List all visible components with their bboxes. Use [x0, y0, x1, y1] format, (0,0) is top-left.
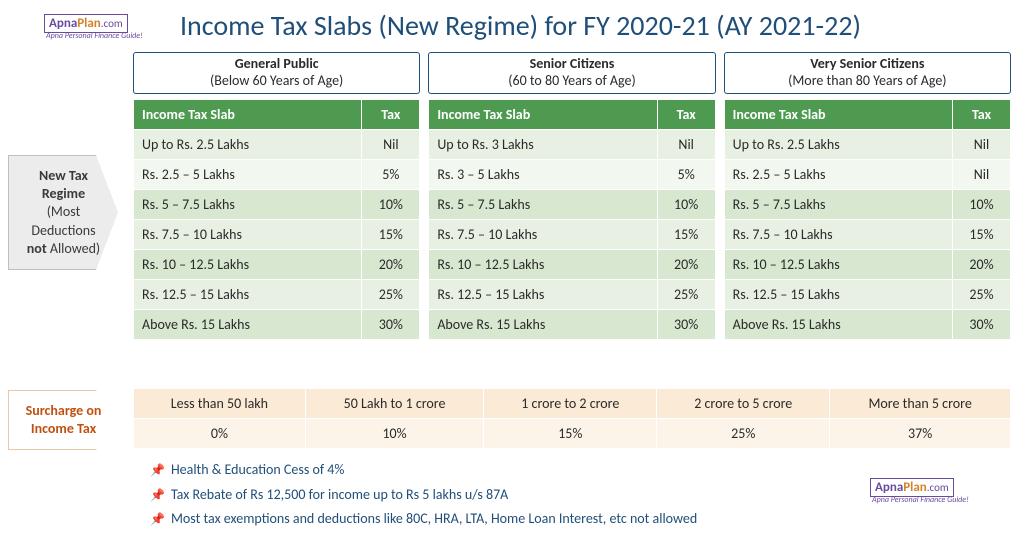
surcharge-label: Surcharge on Income Tax: [8, 390, 118, 450]
category-very-senior: Very Senior Citizens (More than 80 Years…: [724, 52, 1011, 340]
slab-table-general: Income Tax SlabTax Up to Rs. 2.5 LakhsNi…: [133, 99, 420, 340]
page-title: Income Tax Slabs (New Regime) for FY 202…: [180, 8, 861, 43]
slab-tables: General Public (Below 60 Years of Age) I…: [133, 52, 1011, 340]
surcharge-rates-row: 0% 10% 15% 25% 37%: [134, 419, 1011, 449]
brand-tagline: Apna Personal Finance Guide!: [46, 31, 143, 41]
category-header: Very Senior Citizens (More than 80 Years…: [724, 52, 1011, 94]
surcharge-table: Less than 50 lakh 50 Lakh to 1 crore 1 c…: [133, 388, 1011, 449]
note-item: 📌Most tax exemptions and deductions like…: [150, 507, 1000, 532]
brand-tagline: Apna Personal Finance Guide!: [872, 495, 969, 505]
category-general: General Public (Below 60 Years of Age) I…: [133, 52, 420, 340]
pin-icon: 📌: [150, 513, 165, 527]
category-senior: Senior Citizens (60 to 80 Years of Age) …: [428, 52, 715, 340]
pin-icon: 📌: [150, 489, 165, 503]
slab-table-very-senior: Income Tax SlabTax Up to Rs. 2.5 LakhsNi…: [724, 99, 1011, 340]
category-header: Senior Citizens (60 to 80 Years of Age): [428, 52, 715, 94]
regime-label: New Tax Regime (Most Deductions not Allo…: [8, 155, 118, 270]
slab-table-senior: Income Tax SlabTax Up to Rs. 3 LakhsNil …: [428, 99, 715, 340]
brand-part2: Plan: [77, 16, 101, 31]
category-header: General Public (Below 60 Years of Age): [133, 52, 420, 94]
brand-part3: .com: [101, 17, 123, 30]
brand-part1: Apna: [49, 16, 77, 31]
surcharge-brackets-row: Less than 50 lakh 50 Lakh to 1 crore 1 c…: [134, 389, 1011, 419]
pin-icon: 📌: [150, 464, 165, 478]
